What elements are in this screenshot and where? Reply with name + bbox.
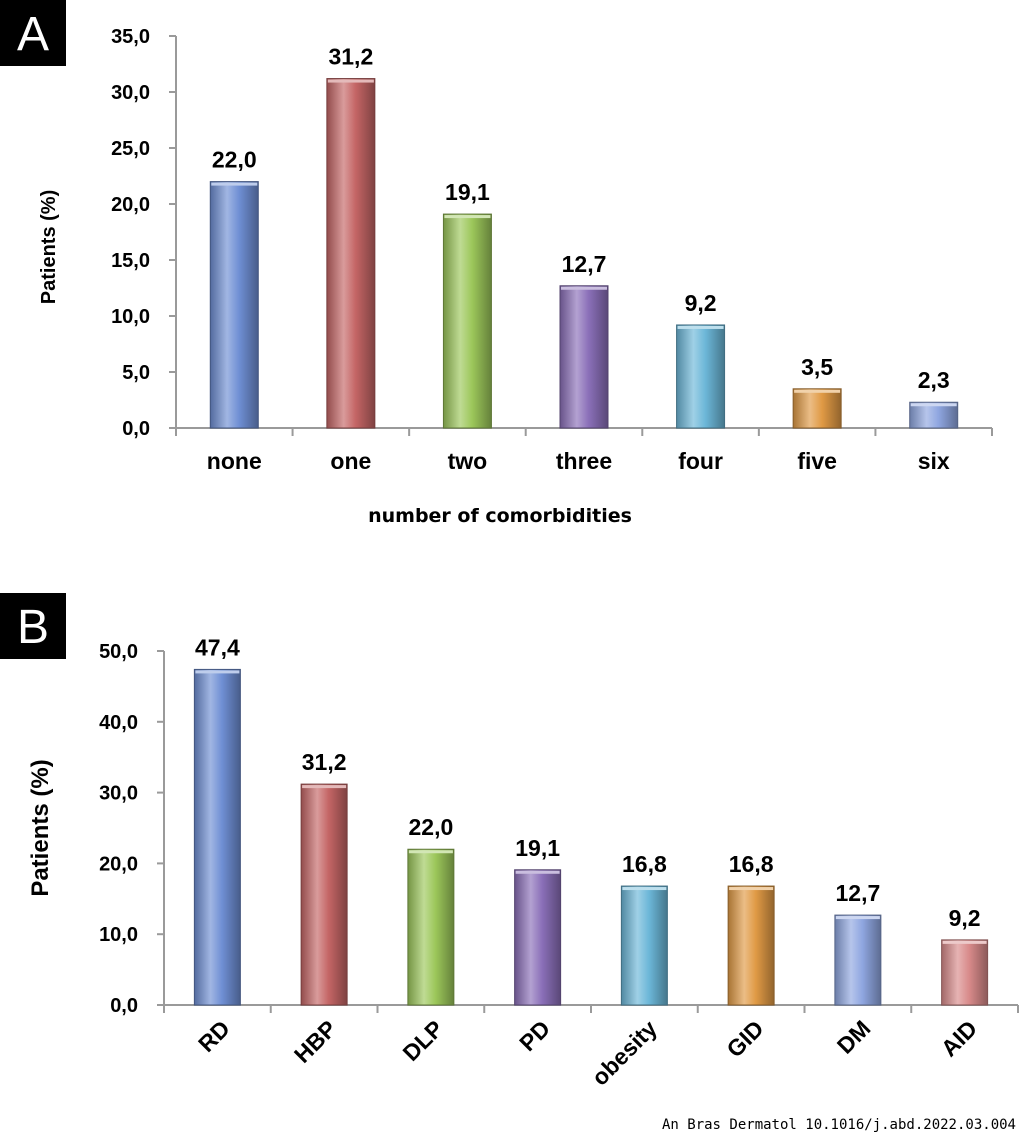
x-tick-label: DM xyxy=(832,1015,876,1059)
data-label: 9,2 xyxy=(949,905,981,931)
panel-label-b-box xyxy=(0,593,66,659)
y-tick-label: 30,0 xyxy=(111,82,150,104)
y-tick-label: 30,0 xyxy=(99,783,138,805)
bar-top-highlight xyxy=(444,215,491,219)
y-tick-label: 20,0 xyxy=(111,194,150,216)
y-tick-label: 15,0 xyxy=(111,250,150,272)
x-tick-label: obesity xyxy=(587,1015,662,1090)
bars-a: 22,0 31,2 19,1 12,7 9,2 3,5 2,3 xyxy=(209,44,959,429)
bar-dlp xyxy=(407,848,455,1006)
x-axis-label-a: number of comorbidities xyxy=(368,505,632,527)
x-tick-label: one xyxy=(330,448,371,474)
category-labels-b: RD HBP DLP PD obesity GID DM AID xyxy=(193,1015,982,1090)
x-tick-label: three xyxy=(556,448,612,474)
data-label: 9,2 xyxy=(685,290,717,316)
bar-obesity xyxy=(620,885,668,1006)
x-tick-label: six xyxy=(918,448,950,474)
y-tick-label: 10,0 xyxy=(99,924,138,946)
bar-top-highlight xyxy=(910,403,957,407)
bar-rd xyxy=(193,668,241,1006)
bar-five xyxy=(792,388,842,429)
bar-top-highlight xyxy=(622,887,667,891)
data-label: 16,8 xyxy=(622,851,667,877)
bar-top-highlight xyxy=(677,325,724,329)
x-tick-label: HBP xyxy=(289,1015,342,1068)
data-label: 12,7 xyxy=(835,880,880,906)
panel-label-a-box xyxy=(0,0,66,66)
x-tick-label: AID xyxy=(936,1015,982,1061)
bar-three xyxy=(559,285,609,429)
bar-top-highlight xyxy=(408,850,453,854)
data-label: 19,1 xyxy=(515,835,560,861)
panel-label-b: B xyxy=(17,601,49,654)
x-tick-label: four xyxy=(678,448,723,474)
y-tick-label: 25,0 xyxy=(111,138,150,160)
bar-four xyxy=(676,324,726,429)
category-labels-a: none one two three four five six xyxy=(207,448,950,474)
citation: An Bras Dermatol 10.1016/j.abd.2022.03.0… xyxy=(661,1117,1016,1133)
data-label: 47,4 xyxy=(195,634,240,660)
bar-one xyxy=(326,78,376,429)
bar-top-highlight xyxy=(561,286,607,290)
data-label: 16,8 xyxy=(729,851,774,877)
bar-aid xyxy=(941,939,989,1006)
y-axis-label-a: Patients (%) xyxy=(38,190,60,304)
y-axis-label-b: Patients (%) xyxy=(27,759,54,896)
data-label: 3,5 xyxy=(801,354,833,380)
bar-top-highlight xyxy=(835,916,880,920)
data-label: 2,3 xyxy=(918,367,950,393)
x-tick-label: GID xyxy=(721,1015,768,1062)
data-label: 22,0 xyxy=(408,814,453,840)
data-label: 22,0 xyxy=(212,147,257,173)
chart-panel-b: B Patients (%) 0,0 10,0 20,0 30,0 40,0 50,0 4… xyxy=(0,593,1019,1090)
bar-top-highlight xyxy=(302,785,347,789)
y-tick-label: 20,0 xyxy=(99,853,138,875)
bar-top-highlight xyxy=(327,79,374,83)
bar-none xyxy=(209,181,259,429)
bar-top-highlight xyxy=(195,670,240,674)
x-tick-label: RD xyxy=(193,1015,235,1057)
x-tick-label: five xyxy=(797,448,837,474)
data-label: 12,7 xyxy=(562,251,607,277)
bar-six xyxy=(909,401,959,429)
data-label: 31,2 xyxy=(328,44,373,70)
bar-top-highlight xyxy=(729,887,774,891)
y-tick-label: 40,0 xyxy=(99,712,138,734)
x-tick-label: PD xyxy=(514,1015,555,1056)
data-label: 31,2 xyxy=(302,749,347,775)
x-tick-label: DLP xyxy=(397,1015,448,1066)
y-tick-label: 10,0 xyxy=(111,306,150,328)
bar-top-highlight xyxy=(211,182,258,186)
x-tick-label: none xyxy=(207,448,262,474)
bar-gid xyxy=(727,885,775,1006)
data-label: 19,1 xyxy=(445,179,490,205)
bar-dm xyxy=(834,914,882,1006)
bar-top-highlight xyxy=(794,389,841,393)
bar-two xyxy=(442,213,492,429)
bar-top-highlight xyxy=(942,940,987,944)
x-tick-label: two xyxy=(448,448,488,474)
bar-hbp xyxy=(300,783,348,1006)
y-tick-label: 5,0 xyxy=(122,362,150,384)
panel-label-a: A xyxy=(17,8,49,61)
y-tick-label: 35,0 xyxy=(111,26,150,48)
y-tick-label: 0,0 xyxy=(110,995,138,1017)
bar-pd xyxy=(514,869,562,1006)
chart-panel-a: A Patients (%) number of comorbidities 0… xyxy=(0,0,993,527)
bars-b: 47,4 31,2 22,0 19,1 16,8 16,8 12,7 9,2 xyxy=(193,634,989,1006)
y-tick-label: 0,0 xyxy=(122,418,150,440)
bar-top-highlight xyxy=(515,870,560,874)
y-tick-label: 50,0 xyxy=(99,641,138,663)
